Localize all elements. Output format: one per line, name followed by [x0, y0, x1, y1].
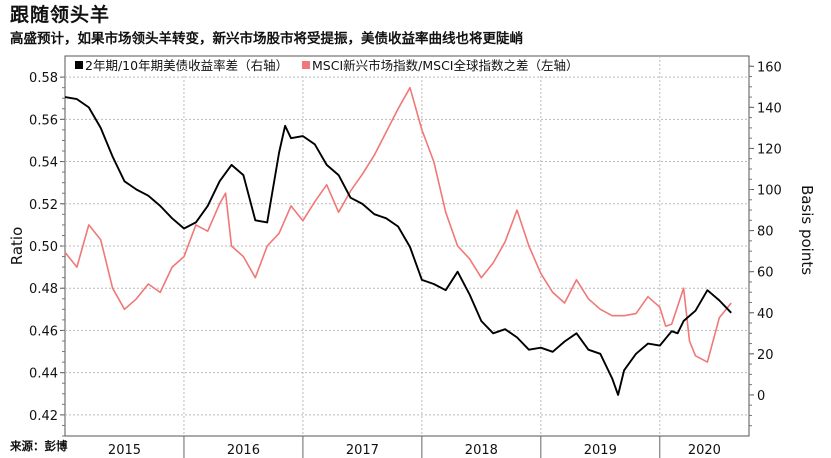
left-axis-tick-label: 0.56 — [29, 113, 58, 128]
right-axis-tick-label: 0 — [757, 389, 765, 404]
left-axis-tick-label: 0.50 — [29, 240, 58, 255]
series-line-msci-ratio — [64, 86, 732, 363]
left-axis-tick-label: 0.52 — [29, 198, 58, 213]
chart-title: 跟随领头羊 — [10, 4, 111, 26]
source-note: 来源：彭博 — [10, 439, 68, 453]
left-axis-tick-label: 0.48 — [29, 282, 58, 297]
legend-label-treasury-spread: 2年期/10年期美债收益率差（右轴） — [85, 58, 288, 73]
axes-layer: 0.58 0.56 0.54 0.52 0.50 0.48 0.46 0.44 0.42 160 1… — [29, 60, 782, 458]
right-axis-title: Basis points — [798, 185, 816, 275]
left-axis-tick-label: 0.42 — [29, 409, 58, 424]
left-axis-tick-label: 0.54 — [29, 156, 58, 171]
left-axis-title: Ratio — [8, 227, 26, 266]
legend-swatch-msci-ratio — [302, 61, 310, 69]
legend-background — [72, 57, 599, 74]
x-axis-tick-label: 2018 — [465, 443, 498, 458]
left-axis-tick-label: 0.46 — [29, 324, 58, 339]
right-axis-tick-label: 80 — [757, 225, 774, 240]
right-axis-tick-label: 120 — [757, 142, 782, 157]
right-axis-tick-label: 20 — [757, 348, 774, 363]
series-layer — [64, 86, 732, 396]
x-axis-tick-label: 2016 — [227, 443, 260, 458]
left-axis-tick-label: 0.58 — [29, 71, 58, 86]
gridlines — [65, 56, 749, 436]
right-axis-tick-label: 40 — [757, 307, 774, 322]
left-axis-tick-label: 0.44 — [29, 367, 58, 382]
right-axis-tick-label: 60 — [757, 266, 774, 281]
legend-swatch-treasury-spread — [75, 61, 83, 69]
legend: 2年期/10年期美债收益率差（右轴） MSCI新兴市场指数/MSCI全球指数之差… — [72, 57, 599, 74]
x-axis-tick-label: 2017 — [346, 443, 379, 458]
right-axis-tick-label: 160 — [757, 60, 782, 75]
series-line-treasury-spread — [64, 96, 732, 396]
legend-label-msci-ratio: MSCI新兴市场指数/MSCI全球指数之差（左轴） — [312, 58, 578, 73]
x-axis-tick-label: 2019 — [584, 443, 617, 458]
right-axis-tick-label: 140 — [757, 101, 782, 116]
chart-subtitle: 高盛预计，如果市场领头羊转变，新兴市场股市将受提振，美债收益率曲线也将更陡峭 — [10, 31, 523, 47]
x-axis-tick-label: 2015 — [108, 443, 141, 458]
x-axis-tick-label: 2020 — [688, 443, 721, 458]
right-axis-tick-label: 100 — [757, 184, 782, 199]
